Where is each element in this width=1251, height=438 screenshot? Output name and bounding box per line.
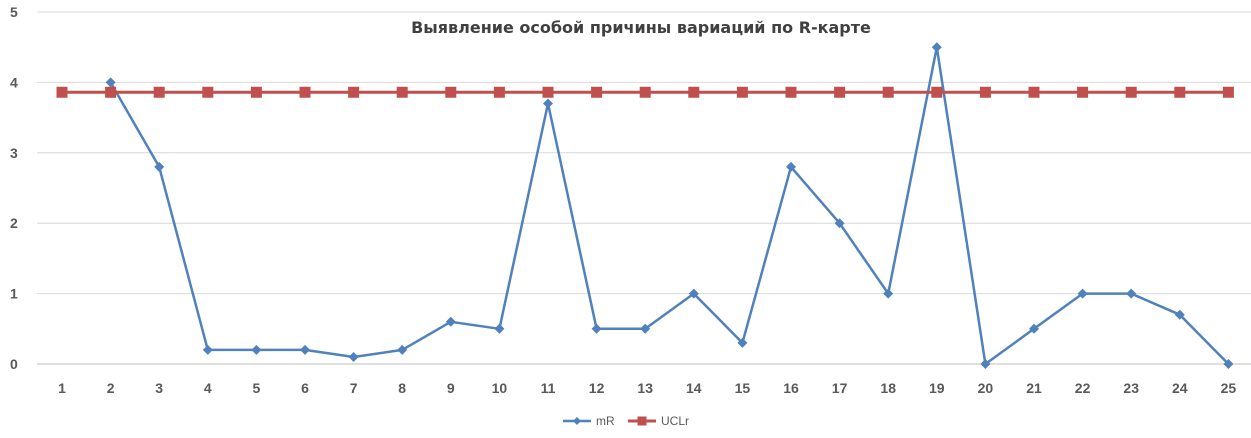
data-point-mR: [640, 323, 651, 334]
data-point-UCLr: [250, 86, 262, 98]
x-tick-label: 9: [447, 380, 455, 396]
data-point-mR: [154, 161, 165, 172]
y-tick-label: 2: [10, 215, 18, 231]
data-point-mR: [591, 323, 602, 334]
x-tick-label: 24: [1172, 380, 1188, 396]
data-point-UCLr: [396, 86, 408, 98]
x-tick-label: 3: [155, 380, 163, 396]
data-point-UCLr: [1174, 86, 1186, 98]
legend-marker: [637, 416, 647, 426]
series: [56, 42, 1234, 369]
x-tick-label: 21: [1026, 380, 1042, 396]
data-point-mR: [786, 161, 796, 172]
data-point-UCLr: [639, 86, 651, 98]
y-tick-label: 4: [10, 74, 18, 90]
data-point-mR: [494, 323, 505, 334]
data-point-UCLr: [445, 86, 457, 98]
legend-label: UCLr: [661, 414, 689, 428]
x-tick-label: 12: [589, 380, 605, 396]
x-tick-label: 10: [492, 380, 508, 396]
data-point-UCLr: [688, 86, 700, 98]
data-point-UCLr: [834, 86, 846, 98]
data-point-mR: [931, 42, 942, 53]
data-point-UCLr: [979, 86, 991, 98]
x-tick-label: 17: [832, 380, 848, 396]
y-tick-label: 0: [10, 356, 18, 372]
data-point-mR: [688, 288, 699, 299]
x-tick-label: 7: [350, 380, 358, 396]
series-mR: [105, 42, 1234, 369]
legend-marker: [573, 417, 581, 425]
data-point-UCLr: [105, 86, 117, 98]
data-point-UCLr: [56, 86, 68, 98]
legend-item-UCLr: UCLr: [628, 414, 689, 428]
x-tick-label: 22: [1075, 380, 1091, 396]
x-tick-label: 20: [978, 380, 994, 396]
data-point-UCLr: [1125, 86, 1137, 98]
x-tick-label: 4: [204, 380, 212, 396]
x-tick-label: 14: [686, 380, 702, 396]
series-UCLr: [56, 86, 1234, 98]
x-tick-label: 1: [58, 380, 66, 396]
data-point-UCLr: [591, 86, 603, 98]
data-point-mR: [1029, 323, 1039, 334]
data-point-UCLr: [153, 86, 165, 98]
x-tick-label: 13: [637, 380, 653, 396]
legend-item-mR: mR: [563, 414, 615, 428]
data-point-mR: [1077, 288, 1088, 299]
data-point-mR: [737, 337, 748, 348]
data-point-mR: [883, 288, 894, 299]
data-point-mR: [1223, 359, 1234, 369]
data-point-mR: [834, 218, 845, 229]
gridlines: [37, 11, 1251, 365]
data-point-mR: [445, 316, 456, 327]
x-tick-label: 16: [783, 380, 799, 396]
x-tick-label: 2: [107, 380, 115, 396]
data-point-mR: [980, 359, 991, 369]
x-tick-label: 6: [301, 380, 309, 396]
data-point-mR: [300, 344, 310, 355]
x-tick-label: 23: [1123, 380, 1139, 396]
data-point-UCLr: [493, 86, 505, 98]
data-point-mR: [105, 77, 116, 88]
data-point-mR: [397, 344, 408, 355]
data-point-mR: [348, 351, 359, 362]
data-point-UCLr: [785, 86, 797, 98]
data-point-mR: [202, 344, 213, 355]
x-tick-label: 11: [541, 380, 556, 396]
legend-label: mR: [596, 414, 615, 428]
x-tick-label: 15: [735, 380, 751, 396]
y-tick-label: 1: [10, 286, 18, 302]
data-point-UCLr: [1028, 86, 1040, 98]
data-point-UCLr: [1222, 86, 1234, 98]
data-point-mR: [1126, 288, 1137, 299]
data-point-UCLr: [1077, 86, 1089, 98]
chart-title: Выявление особой причины вариаций по R-к…: [411, 18, 871, 37]
data-point-UCLr: [348, 86, 360, 98]
data-point-UCLr: [542, 86, 554, 98]
x-tick-label: 19: [929, 380, 945, 396]
data-point-UCLr: [299, 86, 311, 98]
x-tick-label: 18: [880, 380, 896, 396]
data-point-UCLr: [736, 86, 748, 98]
data-point-mR: [251, 344, 262, 355]
x-tick-label: 25: [1221, 380, 1237, 396]
data-point-mR: [1174, 309, 1185, 320]
x-tick-label: 5: [253, 380, 261, 396]
series-line-mR: [109, 45, 1230, 366]
y-tick-label: 5: [10, 4, 18, 20]
y-tick-label: 3: [10, 145, 18, 161]
data-point-UCLr: [882, 86, 894, 98]
data-point-UCLr: [202, 86, 214, 98]
x-tick-label: 8: [398, 380, 406, 396]
legend: mR UCLr: [563, 414, 689, 428]
data-point-UCLr: [931, 86, 943, 98]
data-point-mR: [543, 98, 553, 109]
